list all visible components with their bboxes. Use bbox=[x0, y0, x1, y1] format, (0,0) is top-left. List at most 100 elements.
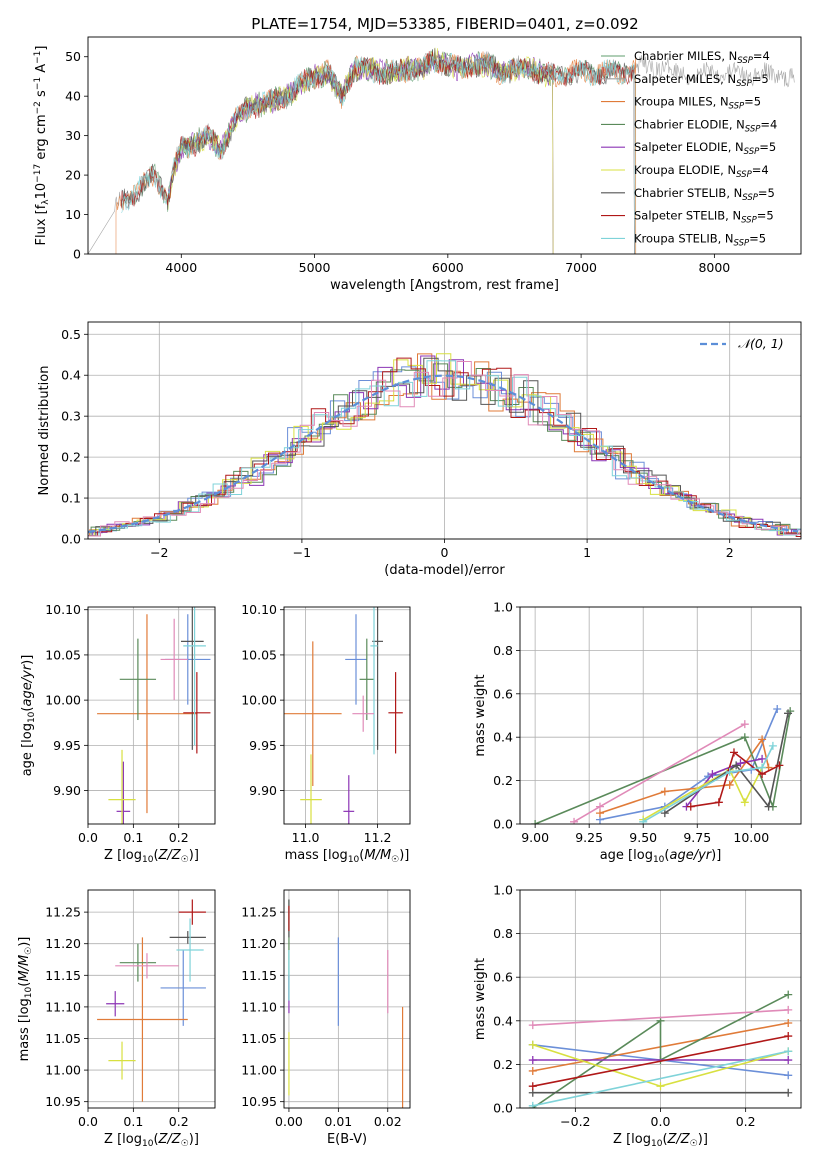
weight-marker bbox=[660, 787, 669, 796]
errorbar-point bbox=[300, 754, 322, 824]
y-tick-label: 0 bbox=[73, 247, 81, 262]
weight-marker bbox=[784, 1056, 793, 1065]
errorbar-point bbox=[160, 950, 206, 1026]
weight-marker bbox=[528, 1021, 537, 1030]
axes-age-vs-Z: 0.0 0.1 0.2 9.90 9.95 10.00 10.05 10.10 Z [log10… bbox=[20, 602, 216, 865]
y-tick-label: 0.2 bbox=[61, 450, 81, 465]
errorbar-point bbox=[119, 943, 157, 982]
y-tick-label: 11.10 bbox=[241, 999, 277, 1014]
y-tick-label: 0.0 bbox=[493, 1101, 513, 1116]
legend-entry: 𝒩(0, 1) bbox=[738, 336, 784, 351]
weight-marker bbox=[758, 754, 767, 763]
x-axis-label: Z [log10(Z/Z☉)] bbox=[613, 1132, 708, 1149]
weight-marker bbox=[708, 770, 717, 779]
weight-marker bbox=[773, 704, 782, 713]
x-tick-label: 0 bbox=[441, 545, 449, 560]
errorbar-point bbox=[108, 1041, 136, 1080]
y-axis-label: mass [log10(M/M☉)] bbox=[17, 937, 34, 1062]
y-tick-label: 0.3 bbox=[61, 409, 81, 424]
y-tick-label: 10.05 bbox=[45, 647, 81, 662]
spectrum-line bbox=[121, 52, 635, 254]
y-tick-label: 9.90 bbox=[53, 783, 81, 798]
legend-entry: Salpeter MILES, NSSP=5 bbox=[634, 72, 769, 89]
errorbar-point bbox=[359, 638, 374, 721]
weight-marker bbox=[725, 767, 734, 776]
y-tick-label: 20 bbox=[65, 168, 81, 183]
x-axis-label: mass [log10(M/M☉)] bbox=[285, 848, 410, 865]
errorbar-point bbox=[116, 761, 131, 824]
weight-line bbox=[642, 767, 763, 821]
histogram-series bbox=[88, 360, 801, 537]
errorbar-point bbox=[176, 918, 204, 982]
legend-entry: Chabrier ELODIE, NSSP=4 bbox=[634, 117, 777, 134]
y-axis-label: Flux [fλ10−17 erg cm−2 s−1 A−1] bbox=[33, 46, 51, 246]
weight-marker bbox=[784, 1071, 793, 1080]
axes-mass-vs-ebv: 0.00 0.01 0.02 10.95 11.00 11.05 11.10 11.15 11.… bbox=[241, 889, 411, 1147]
weight-marker bbox=[531, 820, 540, 824]
weight-marker bbox=[758, 735, 767, 744]
x-tick-label: −0.2 bbox=[560, 1114, 590, 1129]
x-tick-label: 0.2 bbox=[169, 830, 189, 845]
errorbar-point bbox=[343, 775, 355, 824]
y-tick-label: 10.10 bbox=[45, 602, 81, 617]
errorbar-point bbox=[370, 607, 378, 755]
x-tick-label: 0.0 bbox=[78, 1114, 98, 1129]
y-tick-label: 10.00 bbox=[241, 693, 277, 708]
weight-line bbox=[532, 1009, 789, 1026]
weight-marker bbox=[570, 817, 579, 824]
weight-marker bbox=[775, 761, 784, 770]
weight-marker bbox=[729, 748, 738, 757]
weight-line bbox=[532, 993, 789, 1108]
plot-area bbox=[531, 704, 795, 824]
errorbar-point bbox=[106, 991, 125, 1017]
weight-marker bbox=[528, 1101, 537, 1108]
errorbar-point bbox=[284, 641, 342, 787]
legend-entry: Chabrier MILES, NSSP=4 bbox=[634, 49, 770, 66]
axes-age-vs-mass: 11.0 11.2 9.90 9.95 10.00 10.05 10.10 mass [log… bbox=[241, 602, 411, 865]
weight-marker bbox=[758, 763, 767, 772]
axes-frame bbox=[519, 889, 802, 1109]
axes-frame bbox=[87, 36, 802, 255]
y-tick-label: 40 bbox=[65, 89, 81, 104]
x-tick-label: 0.1 bbox=[123, 1114, 143, 1129]
normal-curve bbox=[88, 374, 799, 533]
errorbar-point bbox=[180, 607, 204, 750]
y-tick-label: 9.95 bbox=[249, 738, 277, 753]
x-axis-label: Z [log10(Z/Z☉)] bbox=[104, 848, 199, 865]
y-tick-label: 11.25 bbox=[45, 905, 81, 920]
y-tick-label: 0.0 bbox=[493, 817, 513, 832]
errorbar-point bbox=[108, 749, 136, 824]
plot-area bbox=[284, 607, 403, 824]
x-tick-label: 9.75 bbox=[683, 830, 711, 845]
legend-entry: Kroupa ELODIE, NSSP=4 bbox=[634, 163, 769, 180]
x-tick-label: 1 bbox=[583, 545, 591, 560]
weight-marker bbox=[595, 802, 604, 811]
y-tick-label: 1.0 bbox=[493, 600, 513, 615]
legend: Chabrier MILES, NSSP=4 Salpeter MILES, NS… bbox=[601, 49, 777, 248]
weight-marker bbox=[528, 1066, 537, 1075]
weight-line bbox=[642, 745, 774, 823]
weight-marker bbox=[528, 1056, 537, 1065]
y-tick-label: 11.00 bbox=[241, 1063, 277, 1078]
y-tick-label: 9.90 bbox=[249, 783, 277, 798]
y-tick-label: 0.4 bbox=[61, 368, 81, 383]
errorbar-point bbox=[160, 618, 188, 701]
axes-spectrum: 4000 5000 6000 7000 8000 0 10 20 30 40 50 wavelengt… bbox=[33, 36, 802, 293]
legend-entry: Kroupa STELIB, NSSP=5 bbox=[634, 231, 766, 248]
plot-area bbox=[528, 990, 793, 1108]
x-tick-label: 0.00 bbox=[275, 1114, 303, 1129]
y-tick-label: 50 bbox=[65, 49, 81, 64]
figure-title: PLATE=1754, MJD=53385, FIBERID=0401, z=0… bbox=[251, 15, 638, 33]
weight-marker bbox=[686, 802, 695, 811]
x-tick-label: 0.2 bbox=[169, 1114, 189, 1129]
plot-area bbox=[288, 899, 404, 1108]
weight-marker bbox=[740, 798, 749, 807]
plot-area bbox=[97, 607, 211, 824]
legend-entry: Salpeter STELIB, NSSP=5 bbox=[634, 209, 774, 226]
x-tick-label: 9.00 bbox=[521, 830, 549, 845]
plot-area bbox=[88, 353, 801, 539]
weight-marker bbox=[714, 798, 723, 807]
y-tick-label: 0.6 bbox=[493, 686, 513, 701]
y-axis-label: age [log10(age/yr)] bbox=[20, 655, 37, 777]
weight-marker bbox=[784, 1018, 793, 1027]
